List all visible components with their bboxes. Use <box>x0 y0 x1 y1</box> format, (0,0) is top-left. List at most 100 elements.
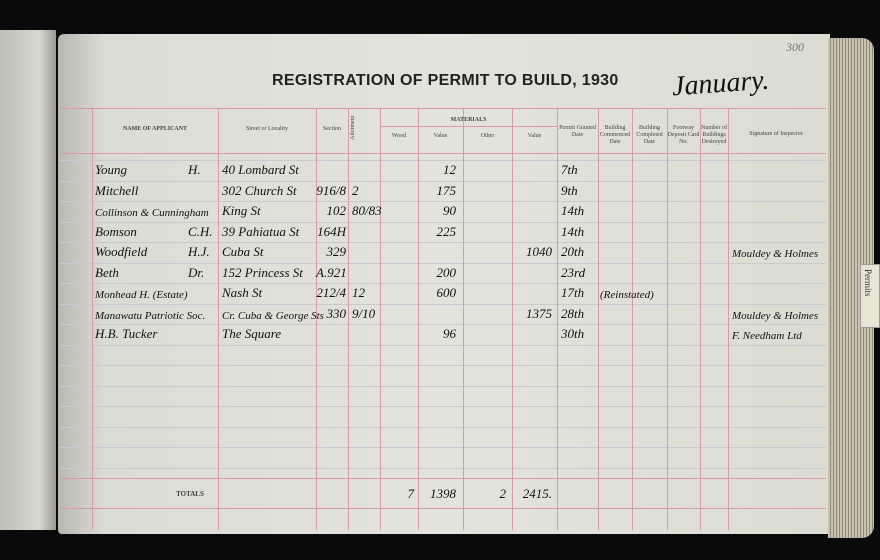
cell-street: Cr. Cuba & George Sts <box>222 309 324 322</box>
cell-granted: 7th <box>561 162 578 177</box>
header-street: Street or Locality <box>246 126 288 132</box>
row-rule <box>60 160 826 161</box>
row-rule <box>60 467 826 469</box>
row-rule <box>60 262 826 264</box>
cell-allotment: 12 <box>352 285 365 300</box>
row-rule <box>60 426 826 428</box>
cell-allotment: 2 <box>352 182 359 198</box>
header-wood: Wood <box>391 133 407 139</box>
cell-surname: Beth <box>95 264 119 280</box>
index-tab: Permits <box>860 264 880 328</box>
cell-surname: Mitchell <box>95 182 139 198</box>
materials-rule <box>380 126 557 127</box>
cell-section: 329 <box>326 244 347 259</box>
cell-street: The Square <box>222 326 282 341</box>
header-bottom-rule <box>60 153 826 154</box>
column-rule <box>598 108 599 530</box>
cell-value1: 96 <box>443 326 456 341</box>
row-rule <box>60 303 826 305</box>
cell-granted: 14th <box>561 223 585 239</box>
header-commenced: Building Commenced Date <box>599 125 631 145</box>
header-granted: Permit Granted Date <box>559 125 596 138</box>
column-rule <box>348 108 349 530</box>
totals-top-rule <box>60 478 826 479</box>
page-title: REGISTRATION OF PERMIT TO BUILD, 1930 <box>272 72 619 89</box>
cell-initials: H.J. <box>188 244 210 259</box>
cell-granted: 20th <box>561 244 585 259</box>
column-rule <box>728 108 729 530</box>
column-rule <box>667 108 668 530</box>
column-rule <box>316 108 317 530</box>
left-page <box>0 30 56 530</box>
cell-surname: Monhead H. (Estate) <box>95 289 188 301</box>
cell-street: 40 Lombard St <box>222 162 299 177</box>
total-other: 2 <box>499 486 507 501</box>
cell-granted: 28th <box>561 305 585 321</box>
row-rule <box>60 365 826 366</box>
header-allotment: Allotment <box>350 115 356 141</box>
header-top-rule <box>60 108 826 109</box>
cell-section: 102 <box>326 203 347 218</box>
cell-section: 212/4 <box>316 285 346 300</box>
cell-value1: 225 <box>436 223 457 239</box>
cell-value1: 90 <box>443 203 456 218</box>
cell-value1: 600 <box>436 285 457 300</box>
header-value2: Value <box>527 133 542 139</box>
totals-label: TOTALS <box>176 490 204 498</box>
cell-granted: 17th <box>561 285 585 300</box>
cell-value2: 1040 <box>526 244 552 259</box>
page-number: 300 <box>786 40 804 54</box>
header-signature: Signature of Inspector. <box>749 131 804 137</box>
cell-surname: Bomson <box>95 223 137 239</box>
header-materials: MATERIALS <box>450 117 487 123</box>
cell-allotment: 9/10 <box>352 305 376 321</box>
cell-signature: Mouldey & Holmes <box>732 309 819 322</box>
cell-value1: 175 <box>436 182 457 198</box>
cell-initials: H. <box>188 162 201 177</box>
cell-section: 916/8 <box>316 182 346 198</box>
total-value1: 1398 <box>430 486 456 501</box>
cell-granted: 30th <box>561 326 585 341</box>
cell-surname: Collinson & Cunningham <box>95 207 209 219</box>
cell-street: King St <box>222 203 261 218</box>
cell-surname: Woodfield <box>95 244 148 259</box>
cell-initials: C.H. <box>188 223 213 239</box>
cell-street: Cuba St <box>222 244 264 259</box>
cell-granted: 23rd <box>561 264 586 280</box>
row-rule <box>60 447 826 448</box>
row-rule <box>60 201 826 202</box>
header-name: NAME OF APPLICANT <box>122 126 188 132</box>
tab-label: Permits <box>863 269 873 297</box>
total-value2: 2415. <box>522 486 552 501</box>
column-rule <box>463 108 464 530</box>
cell-signature: F. Needham Ltd <box>732 330 802 342</box>
row-rule <box>60 344 826 346</box>
cell-surname: H.B. Tucker <box>95 326 158 341</box>
column-rule <box>700 108 701 530</box>
cell-section: A.921 <box>316 264 347 280</box>
column-rule <box>218 108 219 530</box>
cell-granted: 9th <box>561 182 578 198</box>
cell-value1: 200 <box>436 264 457 280</box>
cell-surname: Young <box>95 162 128 177</box>
cell-value2: 1375 <box>526 305 552 321</box>
row-rule <box>60 406 826 407</box>
row-rule <box>60 324 826 325</box>
row-rule <box>60 385 826 387</box>
column-rule <box>380 108 381 530</box>
header-footway: Footway Deposit Card No. <box>667 125 700 145</box>
cell-street: Nash St <box>222 285 263 300</box>
header-completed: Building Completed Date <box>636 125 663 145</box>
row-rule <box>60 242 826 243</box>
cell-section: 164H <box>317 223 346 239</box>
header-section: Section <box>323 126 341 132</box>
cell-value1: 12 <box>443 162 456 177</box>
cell-street: 39 Pahiatua St <box>222 223 300 239</box>
cell-commenced: (Reinstated) <box>600 289 654 301</box>
column-rule <box>632 108 633 530</box>
cell-street: 302 Church St <box>222 182 297 198</box>
column-rule <box>512 108 513 530</box>
row-rule <box>60 221 826 223</box>
column-rule <box>92 108 93 530</box>
header-other: Other <box>480 133 495 139</box>
